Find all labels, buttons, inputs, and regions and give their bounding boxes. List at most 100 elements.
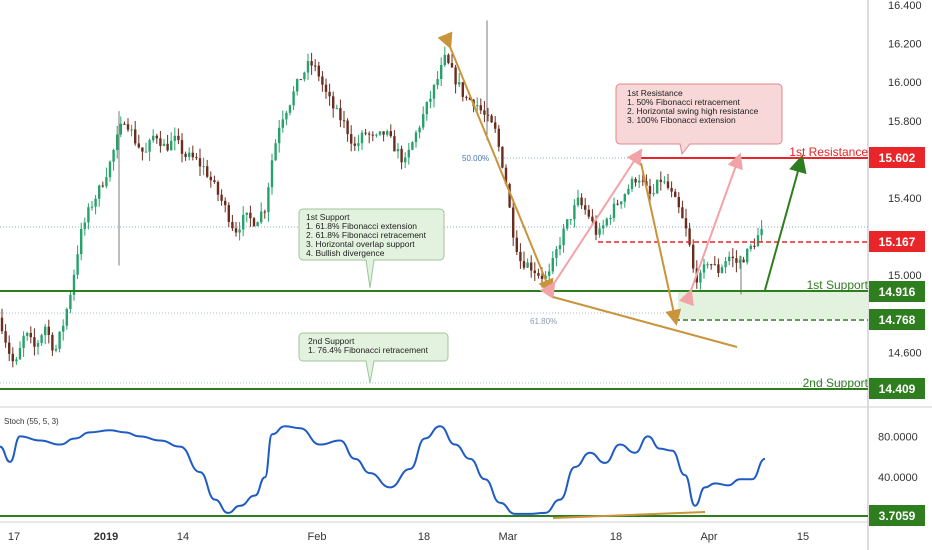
candle-body bbox=[490, 115, 493, 123]
tag-pivot: 15.167 bbox=[869, 231, 925, 252]
candle-body bbox=[33, 337, 36, 347]
candle-body bbox=[296, 79, 299, 92]
candle-body bbox=[702, 264, 706, 273]
candle-body bbox=[663, 181, 666, 183]
fib-618-label: 61.80% bbox=[530, 317, 557, 326]
second-support-callout: 2nd Support 1. 76.4% Fibonacci retraceme… bbox=[298, 332, 449, 384]
candle-body bbox=[666, 181, 670, 188]
candle-body bbox=[274, 143, 277, 161]
candle-body bbox=[281, 119, 284, 128]
candle-body bbox=[141, 147, 144, 152]
candle-body bbox=[364, 132, 367, 134]
candle-body bbox=[350, 134, 353, 144]
candle-body bbox=[357, 143, 360, 146]
candle-body bbox=[371, 134, 374, 136]
candle-body bbox=[537, 273, 540, 276]
fib-50-label: 50.00% bbox=[462, 154, 489, 163]
candle-body bbox=[756, 235, 760, 247]
candle-body bbox=[263, 211, 266, 213]
candle-body bbox=[170, 140, 173, 151]
candle-body bbox=[576, 197, 580, 206]
stoch-tick-label: 40.0000 bbox=[878, 472, 918, 484]
candle-body bbox=[224, 200, 227, 206]
candle-body bbox=[587, 209, 590, 217]
candle-body bbox=[227, 205, 230, 222]
candle-body bbox=[533, 270, 536, 274]
candle-body bbox=[105, 177, 108, 187]
candle-body bbox=[123, 123, 126, 125]
candle-body bbox=[162, 143, 166, 146]
candle-body bbox=[656, 179, 659, 194]
candle-body bbox=[213, 180, 216, 183]
candle-body bbox=[0, 317, 4, 332]
candle-body bbox=[94, 198, 97, 207]
candle-body bbox=[155, 135, 158, 139]
time-tick-label: 14 bbox=[177, 531, 189, 543]
candle-body bbox=[231, 221, 234, 229]
candle-body bbox=[551, 257, 554, 272]
first-support-callout-line-2: 2. 61.8% Fibonacci retracement bbox=[306, 230, 427, 240]
candle-body bbox=[177, 135, 180, 141]
tag-pivot-value: 15.167 bbox=[879, 235, 916, 249]
candle-body bbox=[616, 203, 619, 205]
time-tick-label: 18 bbox=[610, 531, 622, 543]
candle-body bbox=[184, 153, 187, 157]
candle-body bbox=[710, 264, 713, 266]
candle-body bbox=[209, 176, 212, 181]
candle-body bbox=[335, 108, 338, 110]
candle-body bbox=[760, 228, 763, 236]
candle-body bbox=[83, 222, 86, 229]
candle-body bbox=[393, 136, 396, 152]
candle-body bbox=[623, 194, 626, 202]
candle-body bbox=[62, 325, 65, 332]
candle-body bbox=[396, 148, 400, 152]
candle-body bbox=[306, 61, 310, 73]
candle-body bbox=[267, 187, 270, 213]
candle-body bbox=[288, 105, 292, 113]
time-axis-ticks: 17 2019 14 Feb 18 Mar 18 Apr 15 bbox=[8, 531, 809, 543]
candle-body bbox=[742, 259, 745, 263]
candle-body bbox=[602, 225, 605, 229]
first-support-callout-line-1: 1. 61.8% Fibonacci extension bbox=[306, 221, 417, 231]
candle-body bbox=[278, 127, 281, 144]
candle-body bbox=[310, 61, 313, 66]
candle-body bbox=[540, 275, 544, 280]
candle-body bbox=[526, 262, 529, 268]
candle-body bbox=[321, 76, 324, 85]
candle-body bbox=[699, 272, 702, 283]
candle-body bbox=[270, 160, 274, 188]
candle-body bbox=[609, 218, 612, 220]
stoch-axis-ticks: 40.0000 80.0000 bbox=[878, 431, 918, 484]
tag-intermediate-support: 14.768 bbox=[869, 309, 925, 330]
tag-first-support: 14.916 bbox=[869, 281, 925, 302]
candle-body bbox=[238, 229, 241, 233]
candle-body bbox=[173, 135, 176, 141]
candle-body bbox=[18, 348, 22, 360]
time-tick-label: 15 bbox=[797, 531, 809, 543]
candle-body bbox=[40, 335, 43, 344]
candle-body bbox=[328, 91, 331, 97]
candle-body bbox=[166, 143, 169, 151]
candle-body bbox=[432, 85, 436, 99]
time-tick-label: 18 bbox=[418, 531, 430, 543]
candle-body bbox=[137, 143, 140, 148]
candle-body bbox=[728, 256, 731, 262]
candle-body bbox=[436, 79, 439, 86]
candle-body bbox=[324, 84, 328, 92]
candle-body bbox=[188, 152, 191, 157]
candle-body bbox=[461, 82, 464, 97]
candle-body bbox=[180, 140, 184, 154]
resistance-callout: 1st Resistance 1. 50% Fibonacci retracem… bbox=[615, 83, 783, 156]
price-tick-label: 15.800 bbox=[888, 116, 922, 128]
candle-body bbox=[591, 216, 594, 222]
tag-first-resistance-value: 15.602 bbox=[879, 151, 916, 165]
candle-body bbox=[375, 134, 378, 136]
candle-body bbox=[429, 98, 432, 102]
candle-body bbox=[634, 179, 637, 183]
candle-body bbox=[148, 140, 151, 152]
stoch-series-line bbox=[0, 425, 766, 515]
candle-body bbox=[425, 101, 428, 115]
candle-body bbox=[22, 335, 25, 349]
candle-body bbox=[206, 166, 209, 177]
